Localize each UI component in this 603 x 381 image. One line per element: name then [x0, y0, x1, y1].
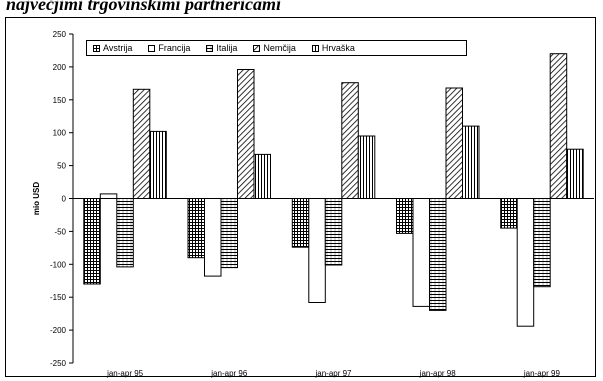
chart-frame: 250 200 150 100 50 0 -50 -100 -150 -200 -250 mio US…	[5, 17, 596, 378]
legend-swatch	[93, 44, 100, 52]
y-tick-label: -250	[50, 359, 67, 368]
bar-avstrija-1	[187, 198, 205, 259]
bar-nemčija-4	[549, 53, 568, 200]
bar-avstrija-2	[291, 198, 310, 248]
bar-francija-3	[412, 198, 430, 307]
x-tick-label: jan-apr 96	[210, 369, 248, 378]
legend-swatch	[311, 44, 319, 52]
bar-italija-2	[324, 198, 343, 266]
legend-item-francija: Francija	[148, 43, 190, 53]
legend-label: Nemčija	[263, 43, 296, 53]
bar-italija-0	[116, 198, 134, 268]
bar-nemčija-1	[237, 69, 255, 199]
bar-italija-1	[220, 198, 238, 269]
y-tick-label: -50	[54, 227, 66, 236]
bar-chart: 250 200 150 100 50 0 -50 -100 -150 -200 -250 mio US…	[32, 30, 594, 378]
bar-italija-3	[429, 198, 447, 311]
bar-hrvaška-3	[462, 125, 480, 199]
bar-hrvaška-4	[566, 148, 584, 199]
bar-francija-2	[308, 198, 326, 303]
bar-avstrija-4	[500, 198, 518, 229]
bar-nemčija-0	[132, 88, 151, 199]
bar-francija-0	[99, 193, 118, 199]
legend-label: Francija	[158, 43, 191, 53]
x-tick-label: jan-apr 95	[106, 369, 144, 378]
y-tick-label: 150	[53, 96, 67, 105]
legend-label: Italija	[216, 43, 238, 53]
legend-item-hrvaška: Hrvaška	[311, 43, 355, 53]
y-tick-label: -100	[50, 260, 67, 269]
y-tick-label: 250	[53, 30, 67, 39]
bar-francija-1	[204, 198, 222, 277]
y-tick-label: -150	[50, 293, 67, 302]
x-tick-label: jan-apr 98	[419, 369, 457, 378]
legend-item-italija: Italija	[206, 43, 237, 53]
legend-swatch	[148, 44, 156, 52]
bar-nemčija-2	[341, 82, 359, 199]
y-tick-label: 50	[57, 162, 66, 171]
y-tick-label: 200	[53, 63, 67, 72]
y-axis-label: mio USD	[32, 182, 41, 216]
bar-avstrija-3	[396, 198, 414, 234]
bar-francija-4	[516, 198, 535, 327]
legend-swatch	[253, 44, 261, 52]
bar-nemčija-3	[445, 87, 463, 199]
x-tick-label: jan-apr 97	[314, 369, 352, 378]
y-tick-label: -200	[50, 326, 67, 335]
bar-hrvaška-1	[253, 153, 271, 199]
legend-item-avstrija: Avstrija	[93, 43, 132, 53]
legend-item-nemčija: Nemčija	[253, 43, 296, 53]
bar-avstrija-0	[83, 198, 101, 285]
y-tick-label: 0	[62, 195, 67, 204]
chart-title: največjimi trgovinskimi partnericami	[6, 0, 282, 14]
legend-label: Avstrija	[103, 43, 133, 53]
chart-legend: Avstrija Francija Italija Nemčija Hrvaška	[86, 40, 467, 56]
x-tick-label: jan-apr 99	[523, 369, 561, 378]
legend-label: Hrvaška	[321, 43, 355, 53]
bar-hrvaška-0	[149, 130, 167, 199]
legend-swatch	[206, 44, 214, 52]
bar-italija-4	[533, 198, 551, 288]
y-tick-label: 100	[53, 129, 67, 138]
bar-hrvaška-2	[357, 135, 376, 199]
